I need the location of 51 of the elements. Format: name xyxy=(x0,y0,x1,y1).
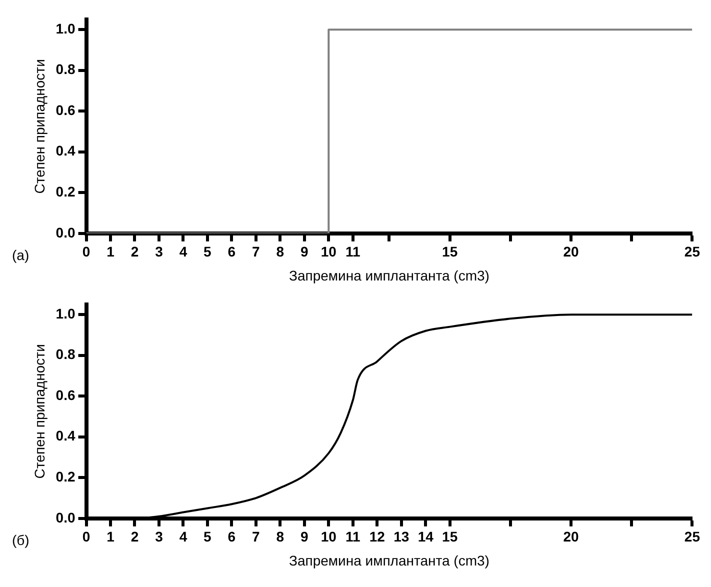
x-tick-label: 11 xyxy=(345,528,360,545)
x-axis-title: Запремина имплантанта (cm3) xyxy=(289,267,490,284)
x-tick-label: 20 xyxy=(563,244,580,260)
x-tick-label: 9 xyxy=(300,528,309,545)
x-tick-label: 3 xyxy=(155,244,164,260)
x-tick-label: 4 xyxy=(179,244,188,260)
x-tick-label: 5 xyxy=(204,528,212,545)
y-tick-label: 0.2 xyxy=(56,468,76,484)
x-tick-label: 15 xyxy=(442,244,458,260)
x-tick-label: 20 xyxy=(563,528,580,545)
x-tick-label: 14 xyxy=(418,528,434,545)
x-tick-label: 13 xyxy=(394,528,410,545)
x-tick-label: 7 xyxy=(252,528,260,545)
x-tick-label: 25 xyxy=(684,244,700,260)
y-tick-label: 0.0 xyxy=(56,224,76,240)
y-tick-label: 1.0 xyxy=(56,20,76,36)
y-tick-label: 0.8 xyxy=(56,61,76,78)
x-tick-label: 7 xyxy=(252,244,260,260)
x-tick-label: 8 xyxy=(276,244,284,260)
x-tick-label: 1 xyxy=(106,528,115,545)
y-axis-title: Степен припадности xyxy=(31,59,48,194)
text: (б) xyxy=(12,532,30,548)
y-tick-label: 0.4 xyxy=(56,428,76,444)
x-tick-label: 0 xyxy=(82,528,90,545)
x-tick-label: 6 xyxy=(228,528,236,545)
y-tick-label: 0.2 xyxy=(56,183,76,200)
x-tick-label: 12 xyxy=(369,528,386,545)
x-tick-label: 25 xyxy=(684,528,700,545)
y-tick-label: 1.0 xyxy=(56,305,76,322)
text: (a) xyxy=(12,246,30,263)
x-tick-label: 5 xyxy=(204,244,212,260)
x-tick-label: 15 xyxy=(442,528,458,545)
x-tick-label: 1 xyxy=(106,244,115,260)
x-tick-label: 8 xyxy=(276,528,284,545)
y-tick-label: 0.6 xyxy=(56,102,76,118)
x-tick-label: 3 xyxy=(155,528,164,545)
y-tick-label: 0.6 xyxy=(56,386,76,403)
y-axis-title: Степен припадности xyxy=(31,344,48,479)
x-tick-label: 10 xyxy=(320,244,337,260)
y-tick-label: 0.0 xyxy=(56,509,76,526)
x-tick-label: 6 xyxy=(228,244,236,260)
y-tick-label: 0.8 xyxy=(56,346,76,362)
x-tick-label: 2 xyxy=(130,528,139,545)
x-tick-label: 9 xyxy=(300,244,309,260)
x-tick-label: 11 xyxy=(345,244,360,260)
x-tick-label: 2 xyxy=(130,244,139,260)
y-tick-label: 0.4 xyxy=(56,142,76,159)
x-axis-title: Запремина имплантанта (cm3) xyxy=(289,552,490,568)
x-tick-label: 10 xyxy=(320,528,337,545)
x-tick-label: 4 xyxy=(179,528,188,545)
x-tick-label: 0 xyxy=(82,244,90,260)
